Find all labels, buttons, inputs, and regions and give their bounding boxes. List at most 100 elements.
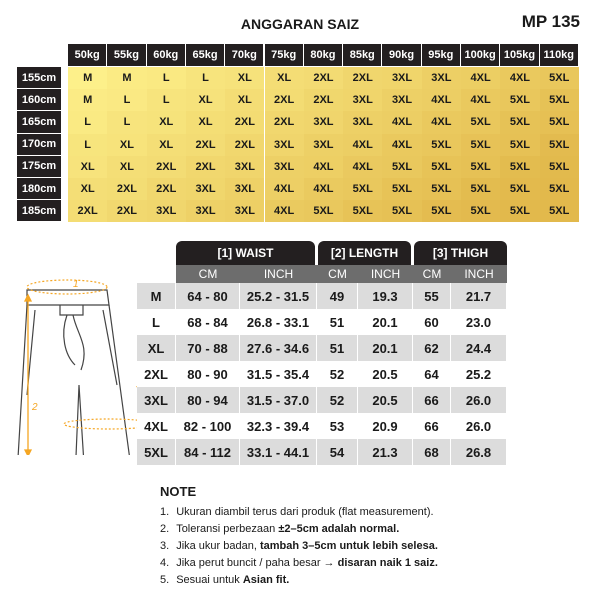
size-cell: 3XL: [146, 200, 186, 223]
size-cell: 4XL: [461, 89, 501, 112]
size-cell: 5XL: [539, 89, 579, 112]
note-number: 2.: [160, 523, 170, 535]
measure-cell: 26.8 - 33.1: [240, 309, 317, 335]
size-cell: 3XL: [343, 89, 383, 112]
measure-cell: 70 - 88: [176, 335, 240, 361]
size-cell: 4XL: [343, 155, 383, 178]
size-cell: 5XL: [461, 111, 501, 134]
size-cell: 5XL: [382, 200, 422, 223]
unit-header: INCH: [240, 265, 317, 283]
height-header: 185cm: [17, 200, 61, 223]
size-cell: M: [107, 67, 147, 90]
size-cell: 5XL: [461, 155, 501, 178]
note-text: Jika perut buncit / paha besar →: [176, 557, 338, 569]
measure-cell: 21.7: [451, 283, 507, 309]
unit-header: INCH: [358, 265, 413, 283]
note-item: 3. Jika ukur badan, tambah 3–5cm untuk le…: [160, 540, 438, 552]
note-bold-text: tambah 3–5cm untuk lebih selesa.: [259, 540, 438, 552]
note-bold-text: ±2–5cm adalah normal.: [278, 523, 400, 535]
weight-header: 60kg: [146, 44, 186, 66]
size-cell: 2XL: [68, 200, 108, 223]
size-cell: 2XL: [303, 67, 344, 90]
measure-cell: 66: [413, 387, 451, 413]
size-cell: 2XL: [264, 89, 304, 112]
shorts-diagram: 1 2 3: [17, 279, 155, 455]
size-cell: 4XL: [421, 111, 461, 134]
size-cell: 5XL: [500, 200, 540, 223]
size-cell: 5XL: [303, 200, 344, 223]
measure-cell: 32.3 - 39.4: [240, 413, 317, 439]
size-cell: M: [68, 67, 108, 90]
weight-header: 70kg: [225, 44, 265, 66]
size-cell: 4XL: [461, 67, 501, 90]
group-header: [3] THIGH: [414, 241, 507, 265]
height-header: 165cm: [17, 111, 61, 134]
size-cell: L: [68, 111, 108, 134]
size-cell: XL: [185, 89, 226, 112]
measure-cell: 21.3: [358, 439, 413, 465]
size-cell: 5XL: [382, 178, 422, 201]
size-cell: 5XL: [421, 155, 461, 178]
measure-cell: 20.5: [358, 361, 413, 387]
weight-header: 50kg: [68, 44, 108, 66]
note-item: 5. Sesuai untuk Asian fit.: [160, 574, 289, 586]
size-cell: 2XL: [107, 178, 147, 201]
note-text: Sesuai untuk: [176, 574, 243, 586]
note-item: 2. Toleransi perbezaan ±2–5cm adalah norm…: [160, 523, 399, 535]
size-cell: 3XL: [185, 178, 226, 201]
measure-cell: 27.6 - 34.6: [240, 335, 317, 361]
note-bold-text: disaran naik 1 saiz.: [337, 557, 438, 569]
measure-cell: 55: [413, 283, 451, 309]
measure-cell: 23.0: [451, 309, 507, 335]
measure-cell: 25.2: [451, 361, 507, 387]
size-cell: L: [107, 111, 147, 134]
size-label: XL: [137, 335, 176, 361]
size-cell: 3XL: [264, 155, 304, 178]
group-header: [2] LENGTH: [318, 241, 411, 265]
size-cell: 2XL: [185, 155, 226, 178]
measure-cell: 49: [317, 283, 358, 309]
size-cell: 3XL: [382, 89, 422, 112]
height-header: 170cm: [17, 133, 61, 156]
size-cell: XL: [225, 67, 265, 90]
measure-cell: 26.0: [451, 413, 507, 439]
size-label: L: [137, 309, 176, 335]
size-cell: 3XL: [303, 133, 344, 156]
size-cell: M: [68, 89, 108, 112]
size-cell: 3XL: [382, 67, 422, 90]
measure-cell: 52: [317, 361, 358, 387]
size-cell: 5XL: [382, 155, 422, 178]
measure-cell: 31.5 - 37.0: [240, 387, 317, 413]
unit-header: INCH: [451, 265, 507, 283]
size-cell: 4XL: [382, 111, 422, 134]
measure-cell: 20.1: [358, 309, 413, 335]
size-cell: 5XL: [461, 200, 501, 223]
measure-cell: 31.5 - 35.4: [240, 361, 317, 387]
height-header: 175cm: [17, 155, 61, 178]
size-cell: 2XL: [185, 133, 226, 156]
size-cell: 2XL: [303, 89, 344, 112]
measure-cell: 64 - 80: [176, 283, 240, 309]
size-label: 4XL: [137, 413, 176, 439]
size-cell: 2XL: [225, 133, 265, 156]
size-cell: 2XL: [146, 178, 186, 201]
note-bold-text: Asian fit.: [242, 574, 290, 586]
measure-cell: 52: [317, 387, 358, 413]
size-cell: 3XL: [225, 178, 265, 201]
size-cell: 5XL: [421, 133, 461, 156]
size-cell: 4XL: [264, 200, 304, 223]
measure-cell: 24.4: [451, 335, 507, 361]
size-cell: 5XL: [500, 155, 540, 178]
weight-header: 80kg: [303, 44, 344, 66]
size-cell: 4XL: [303, 178, 344, 201]
weight-header: 110kg: [539, 44, 579, 66]
size-cell: XL: [264, 67, 304, 90]
size-cell: 5XL: [539, 111, 579, 134]
weight-header: 75kg: [264, 44, 304, 66]
size-cell: 3XL: [225, 155, 265, 178]
diagram-label-waist: 1: [73, 279, 79, 290]
size-cell: XL: [68, 155, 108, 178]
measure-cell: 68 - 84: [176, 309, 240, 335]
size-cell: 4XL: [303, 155, 344, 178]
measure-cell: 60: [413, 309, 451, 335]
